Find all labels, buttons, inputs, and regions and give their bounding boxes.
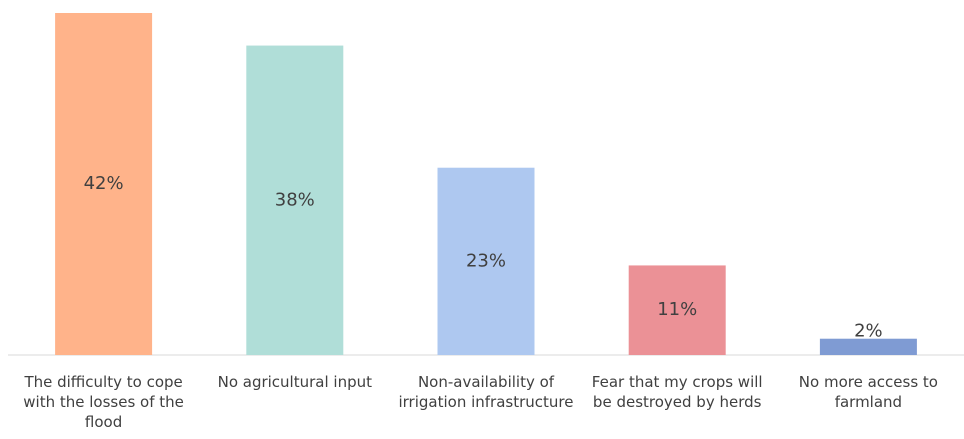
x-tick-label: Fear that my crops will be destroyed by … bbox=[591, 373, 763, 411]
x-tick-label: The difficulty to cope with the losses o… bbox=[23, 373, 184, 431]
bar bbox=[246, 45, 344, 355]
bar bbox=[55, 13, 153, 355]
x-tick-label: Non-availability of irrigation infrastru… bbox=[398, 373, 574, 411]
data-label: 38% bbox=[275, 189, 315, 210]
data-label: 23% bbox=[466, 250, 506, 271]
bar bbox=[819, 338, 917, 355]
data-label: 2% bbox=[854, 321, 883, 342]
bar bbox=[437, 167, 535, 355]
x-tick-label: No more access to farmland bbox=[798, 373, 938, 411]
data-label: 42% bbox=[84, 173, 124, 194]
bar bbox=[628, 265, 726, 355]
data-label: 11% bbox=[657, 299, 697, 320]
x-tick-label: No agricultural input bbox=[217, 373, 372, 391]
